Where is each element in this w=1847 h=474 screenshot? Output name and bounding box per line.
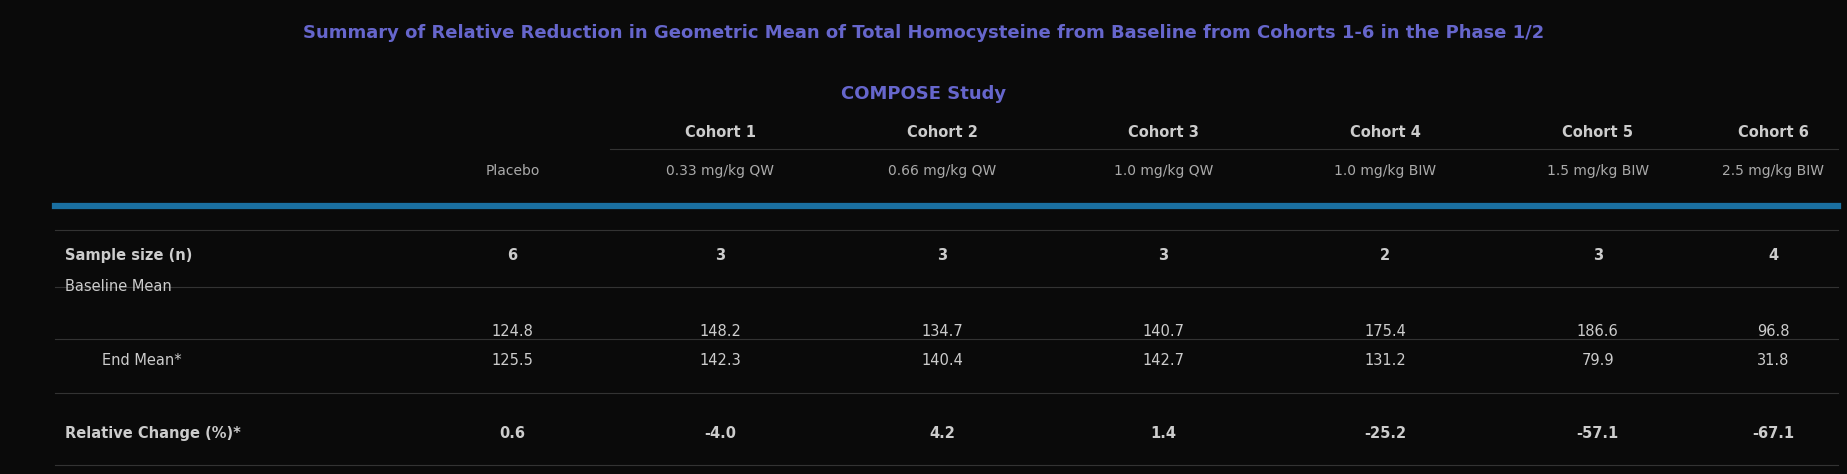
- Text: 0.33 mg/kg QW: 0.33 mg/kg QW: [667, 164, 774, 178]
- Text: 1.0 mg/kg BIW: 1.0 mg/kg BIW: [1334, 164, 1437, 178]
- Text: Baseline Mean: Baseline Mean: [65, 279, 172, 294]
- Text: Placebo: Placebo: [486, 164, 539, 178]
- Text: 1.0 mg/kg QW: 1.0 mg/kg QW: [1114, 164, 1213, 178]
- Text: 0.66 mg/kg QW: 0.66 mg/kg QW: [888, 164, 996, 178]
- Text: 186.6: 186.6: [1577, 324, 1618, 339]
- Text: 140.7: 140.7: [1143, 324, 1184, 339]
- Text: End Mean*: End Mean*: [102, 353, 181, 368]
- Text: 2.5 mg/kg BIW: 2.5 mg/kg BIW: [1721, 164, 1825, 178]
- Text: 131.2: 131.2: [1365, 353, 1406, 368]
- Text: Cohort 1: Cohort 1: [685, 125, 755, 140]
- Text: 2: 2: [1380, 248, 1391, 264]
- Text: Summary of Relative Reduction in Geometric Mean of Total Homocysteine from Basel: Summary of Relative Reduction in Geometr…: [303, 24, 1544, 42]
- Text: 3: 3: [1158, 248, 1169, 264]
- Text: Cohort 5: Cohort 5: [1563, 125, 1633, 140]
- Text: 1.4: 1.4: [1151, 426, 1177, 441]
- Text: 3: 3: [936, 248, 948, 264]
- Text: 142.7: 142.7: [1143, 353, 1184, 368]
- Text: 148.2: 148.2: [700, 324, 741, 339]
- Text: 0.6: 0.6: [499, 426, 526, 441]
- Text: Cohort 2: Cohort 2: [907, 125, 977, 140]
- Text: Cohort 3: Cohort 3: [1129, 125, 1199, 140]
- Text: -57.1: -57.1: [1577, 426, 1618, 441]
- Text: 3: 3: [1592, 248, 1603, 264]
- Text: 125.5: 125.5: [491, 353, 534, 368]
- Text: 1.5 mg/kg BIW: 1.5 mg/kg BIW: [1546, 164, 1649, 178]
- Text: 3: 3: [715, 248, 726, 264]
- Text: -4.0: -4.0: [704, 426, 737, 441]
- Text: 31.8: 31.8: [1756, 353, 1790, 368]
- Text: 134.7: 134.7: [922, 324, 962, 339]
- Text: 96.8: 96.8: [1756, 324, 1790, 339]
- Text: 79.9: 79.9: [1581, 353, 1614, 368]
- Text: 140.4: 140.4: [922, 353, 962, 368]
- Text: Relative Change (%)*: Relative Change (%)*: [65, 426, 240, 441]
- Text: COMPOSE Study: COMPOSE Study: [840, 85, 1007, 103]
- Text: -67.1: -67.1: [1753, 426, 1793, 441]
- Text: Cohort 6: Cohort 6: [1738, 125, 1808, 140]
- Text: 4.2: 4.2: [929, 426, 955, 441]
- Text: 142.3: 142.3: [700, 353, 741, 368]
- Text: 6: 6: [508, 248, 517, 264]
- Text: 4: 4: [1768, 248, 1779, 264]
- Text: -25.2: -25.2: [1365, 426, 1406, 441]
- Text: 175.4: 175.4: [1365, 324, 1406, 339]
- Text: Sample size (n): Sample size (n): [65, 248, 192, 264]
- Text: 124.8: 124.8: [491, 324, 534, 339]
- Text: Cohort 4: Cohort 4: [1350, 125, 1420, 140]
